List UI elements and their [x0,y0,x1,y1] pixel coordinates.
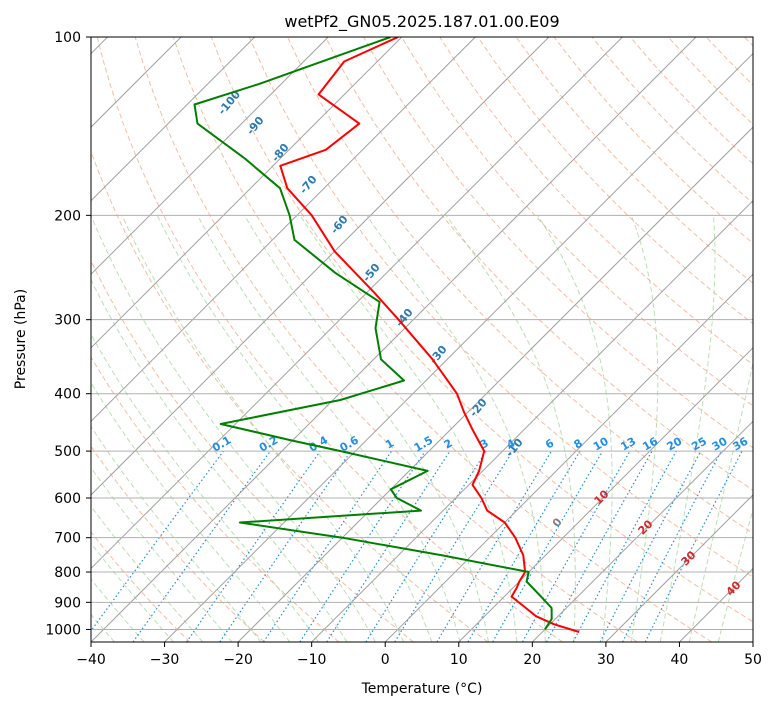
moist-adiabat [299,215,518,642]
isotherms [91,37,753,642]
mixing-ratio-line [394,450,514,642]
profile-series [193,37,580,633]
isotherm-line [605,494,753,642]
mixing-ratio-line [326,450,451,642]
x-tick-label: −10 [297,652,327,668]
y-tick-label: 800 [54,565,81,581]
y-tick-label: 1000 [45,622,81,638]
moist-adiabat [91,578,145,642]
moist-adiabat [91,333,319,642]
x-tick-label: 10 [450,652,468,668]
temperature-line [279,37,580,633]
dry-adiabat [91,150,489,642]
y-tick-label: 600 [54,491,81,507]
dry-adiabat [439,37,753,366]
plot-area [91,37,753,642]
mixing-ratio-line [91,450,224,632]
moist-adiabat [688,360,753,642]
y-tick-label: 300 [54,313,81,329]
x-tick-label: 20 [523,652,541,668]
moist-adiabat [630,215,659,642]
dry-adiabat [91,356,340,642]
y-axis-ticks: 100 200 300 400 500 600 700 800 900 1000 [45,30,91,638]
x-tick-label: −20 [223,652,253,668]
moist-adiabat [156,215,433,642]
y-tick-label: 900 [54,595,81,611]
y-axis-label: Pressure (hPa) [13,289,29,389]
mixing-ratio-lines [91,450,743,642]
x-tick-label: 0 [381,652,390,668]
x-axis-ticks: −40 −30 −20 −10 0 10 20 30 40 50 [76,642,762,668]
dry-adiabat [91,445,265,642]
y-tick-label: 700 [54,531,81,547]
isotherm-line [91,37,476,423]
dry-adiabats [91,37,753,642]
mixing-ratio-line [299,450,426,642]
y-tick-label: 500 [54,444,81,460]
x-axis-label: Temperature (°C) [361,681,483,697]
moist-adiabat [91,505,204,642]
moist-adiabat [91,278,348,642]
isotherm-line [91,37,623,570]
moist-adiabat [91,425,262,642]
plot-clip-group: -100-90-80-70-60-50-40-30-20-10010203040… [91,37,753,642]
x-tick-label: 30 [597,652,615,668]
y-tick-label: 400 [54,387,81,403]
isotherm-line [91,37,550,496]
isotherm-line [91,37,329,275]
dry-adiabat [210,37,753,623]
dry-adiabat [91,531,191,642]
dry-adiabat [96,37,563,642]
mixing-ratio-line [521,450,631,642]
isobar-gridlines [91,37,753,630]
mixing-ratio-line [186,450,321,642]
mixing-ratio-line [262,450,392,642]
y-tick-label: 100 [54,30,81,46]
dry-adiabat [172,37,713,642]
isotherm-line [91,37,403,349]
mixing-ratio-line [132,450,271,642]
dry-adiabat [401,37,753,407]
x-tick-label: 50 [744,652,762,668]
moist-adiabat [91,215,376,642]
mixing-ratio-line [572,450,677,642]
mixing-ratio-line [644,450,743,642]
dry-adiabat [325,37,753,491]
dry-adiabat [515,37,753,284]
x-tick-label: −30 [150,652,180,668]
isotherm-line [91,37,256,202]
isotherm-line [311,199,753,642]
moist-adiabat [197,215,461,642]
y-tick-label: 200 [54,208,81,224]
moist-adiabat [121,215,405,642]
x-tick-label: −40 [76,652,106,668]
plot-frame [90,36,754,643]
moist-adiabat [91,542,174,642]
isotherm-line [384,273,753,642]
moist-adiabat [366,215,546,642]
moist-adiabat [244,215,489,642]
dewpoint-line [193,37,553,630]
isotherm-line [458,347,753,642]
chart-title: wetPf2_GN05.2025.187.01.00.E09 [284,12,559,32]
x-tick-label: 40 [671,652,689,668]
isotherm-line [91,37,697,642]
mixing-ratio-line [219,450,352,642]
moist-adiabat [91,466,233,642]
isotherm-line [164,52,753,642]
mixing-ratio-line [546,450,653,642]
isotherm-line [237,126,753,642]
dry-adiabat [248,37,753,578]
dry-adiabat [134,37,638,642]
moist-adiabat [537,215,613,642]
isotherm-line [531,420,753,642]
